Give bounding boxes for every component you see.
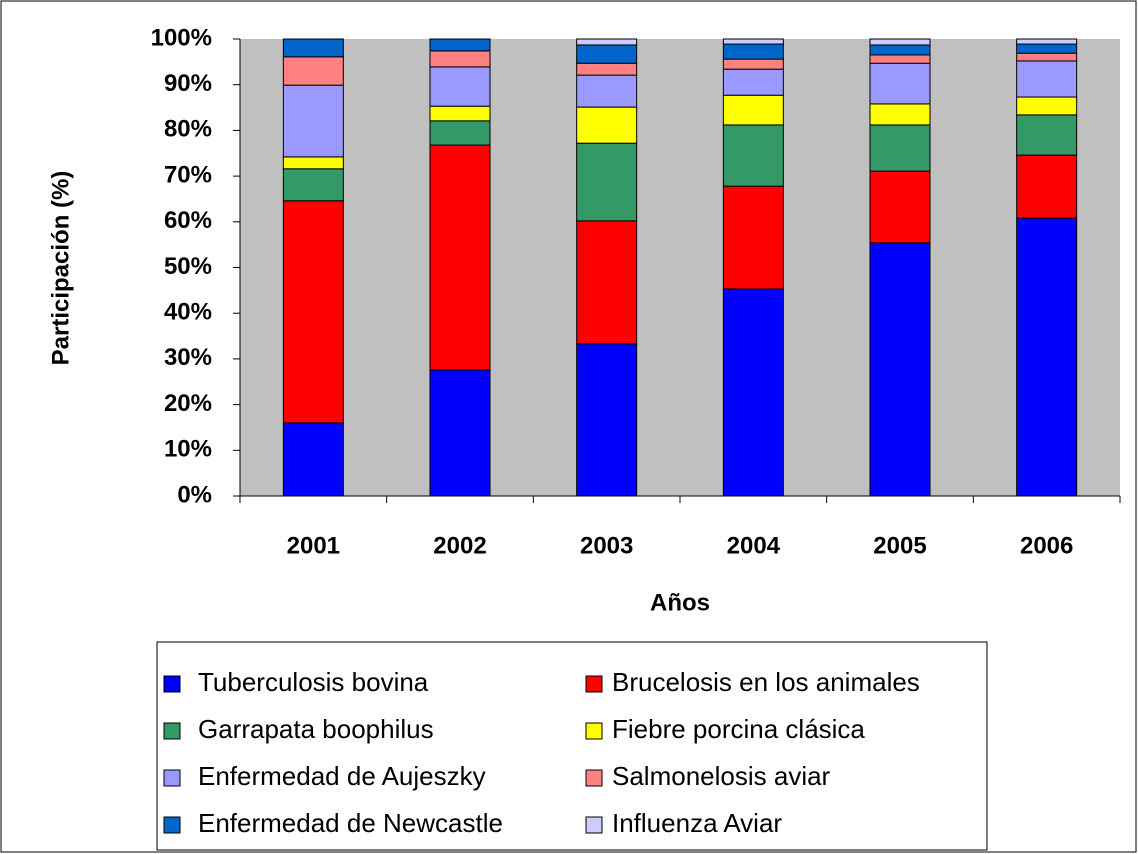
bar-segment: [869, 103, 931, 126]
legend-swatch: [163, 675, 181, 693]
y-tick-label: 80%: [164, 116, 212, 143]
bar-segment: [429, 120, 491, 146]
bar-segment: [429, 50, 491, 68]
bar-segment: [576, 220, 638, 345]
x-tick-label: 2005: [873, 532, 926, 559]
y-axis-title: Participación (%): [47, 171, 74, 366]
y-tick-label: 40%: [164, 299, 212, 326]
bar-segment: [282, 38, 344, 58]
bar-segment: [1016, 38, 1078, 45]
legend-label: Tuberculosis bovina: [198, 667, 429, 697]
bar-segment: [1016, 114, 1078, 156]
y-tick-label: 10%: [164, 436, 212, 463]
bar-segment: [429, 105, 491, 122]
legend-label: Enfermedad de Newcastle: [198, 808, 503, 838]
legend-swatch: [585, 816, 603, 834]
bar-segment: [1016, 43, 1078, 54]
legend-swatch: [585, 675, 603, 693]
y-tick-label: 70%: [164, 161, 212, 188]
bar-segment: [576, 142, 638, 222]
y-tick-label: 0%: [177, 481, 212, 508]
legend-label: Garrapata boophilus: [198, 714, 434, 744]
y-tick-label: 30%: [164, 344, 212, 371]
legend-label: Influenza Aviar: [612, 808, 782, 838]
bar-segment: [576, 62, 638, 76]
bar-segment: [869, 44, 931, 56]
x-tick-label: 2006: [1020, 532, 1073, 559]
bar-segment: [722, 43, 784, 60]
bar-segment: [722, 38, 784, 45]
bar-segment: [282, 422, 344, 497]
legend-label: Enfermedad de Aujeszky: [198, 761, 486, 791]
legend-swatch: [585, 769, 603, 787]
bar-segment: [869, 124, 931, 172]
bar-segment: [869, 170, 931, 244]
legend-box: [156, 641, 988, 851]
bar-segment: [282, 56, 344, 86]
bar-segment: [429, 369, 491, 497]
y-tick-label: 50%: [164, 253, 212, 280]
legend-swatch: [163, 722, 181, 740]
bar-segment: [722, 94, 784, 126]
y-tick-label: 90%: [164, 70, 212, 97]
y-tick-label: 20%: [164, 390, 212, 417]
bar-segment: [722, 68, 784, 96]
y-tick-label: 100%: [151, 24, 212, 51]
plot-area: [240, 39, 1120, 496]
legend-label: Salmonelosis aviar: [612, 761, 831, 791]
bar-segment: [869, 54, 931, 64]
bar-segment: [429, 144, 491, 371]
bar-segment: [429, 38, 491, 52]
y-tick-label: 60%: [164, 207, 212, 234]
bar-segment: [282, 200, 344, 424]
x-tick-label: 2004: [727, 532, 781, 559]
bar-segment: [722, 288, 784, 497]
bar-segment: [576, 343, 638, 497]
legend-swatch: [585, 722, 603, 740]
x-tick-label: 2001: [287, 532, 340, 559]
bar-segment: [576, 44, 638, 64]
x-axis-title: Años: [650, 589, 710, 616]
bar-segment: [869, 242, 931, 497]
legend-label: Fiebre porcina clásica: [612, 714, 865, 744]
bar-segment: [1016, 52, 1078, 62]
bar-segment: [576, 74, 638, 108]
bar-segment: [1016, 96, 1078, 116]
bar-segment: [282, 84, 344, 158]
bar-segment: [576, 38, 638, 46]
bar-segment: [282, 156, 344, 170]
x-tick-label: 2003: [580, 532, 633, 559]
bar-segment: [429, 66, 491, 107]
bar-segment: [1016, 154, 1078, 219]
bar-segment: [282, 168, 344, 202]
legend-label: Brucelosis en los animales: [612, 667, 920, 697]
bar-segment: [1016, 217, 1078, 497]
bar-segment: [1016, 60, 1078, 98]
bar-segment: [722, 58, 784, 70]
legend-swatch: [163, 816, 181, 834]
bar-segment: [722, 185, 784, 290]
x-tick-label: 2002: [433, 532, 486, 559]
legend-swatch: [163, 769, 181, 787]
bar-segment: [869, 38, 931, 46]
bar-segment: [576, 106, 638, 144]
bar-segment: [722, 124, 784, 187]
bar-segment: [869, 62, 931, 105]
